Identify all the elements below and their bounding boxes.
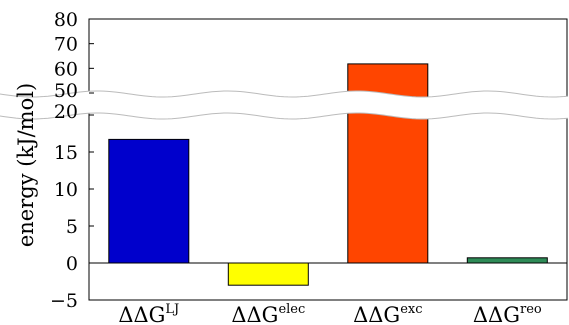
y-tick-label: 20 xyxy=(54,101,78,123)
x-category-label: ΔΔGreo xyxy=(473,302,542,325)
x-category-label: ΔΔGelec xyxy=(231,302,305,325)
y-tick-label: 60 xyxy=(54,58,78,80)
bar-elec xyxy=(227,262,309,286)
axis-break-line-top xyxy=(0,90,569,98)
x-category-label: ΔΔGexc xyxy=(353,302,422,325)
axis-break-band xyxy=(0,91,568,119)
y-tick-label: 70 xyxy=(54,34,78,56)
y-tick-label: 80 xyxy=(54,9,78,31)
y-tick-label: 5 xyxy=(66,216,78,238)
y-tick-label: −5 xyxy=(50,290,78,312)
axis-break-line-bottom xyxy=(0,112,569,120)
y-ticks-group xyxy=(89,18,94,301)
y-tick-label: 15 xyxy=(54,142,78,164)
bar-lj xyxy=(108,138,190,264)
y-axis-label: energy (kJ/mol) xyxy=(14,83,38,247)
x-category-label: ΔΔGLJ xyxy=(118,302,179,325)
y-tick-label: 50 xyxy=(54,80,78,102)
x-category-labels-group: ΔΔGLJ ΔΔGelec ΔΔGexc ΔΔGreo xyxy=(118,302,542,325)
y-tick-label: 10 xyxy=(54,179,78,201)
bar-reo xyxy=(466,257,548,264)
plot-frame xyxy=(88,18,568,301)
y-tick-label: 0 xyxy=(66,253,78,275)
